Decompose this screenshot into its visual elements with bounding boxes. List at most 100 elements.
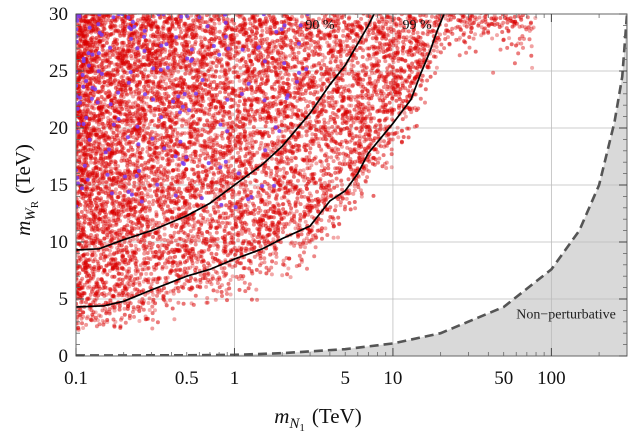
scatter-point [169, 235, 174, 240]
scatter-point [293, 226, 298, 231]
scatter-point [418, 96, 423, 101]
scatter-point [101, 125, 106, 130]
scatter-point [119, 5, 123, 9]
scatter-point [296, 171, 301, 176]
scatter-point [346, 88, 351, 93]
scatter-point [106, 5, 110, 9]
scatter-point [312, 254, 317, 259]
scatter-point [160, 25, 165, 30]
scatter-point [446, 35, 450, 40]
scatter-point [88, 7, 92, 11]
scatter-point [205, 273, 210, 277]
scatter-point [245, 187, 250, 192]
scatter-point [525, 15, 530, 20]
scatter-point [134, 34, 139, 39]
scatter-point [323, 109, 328, 114]
scatter-point [146, 175, 151, 179]
scatter-point [395, 46, 400, 51]
scatter-point [377, 109, 382, 114]
scatter-point [215, 281, 220, 286]
scatter-point [86, 258, 91, 263]
grid-lines [76, 14, 627, 356]
scatter-point [529, 53, 534, 58]
scatter-point [509, 9, 513, 13]
scatter-point [345, 44, 350, 49]
scatter-point [306, 56, 311, 61]
scatter-point [482, 6, 486, 10]
scatter-point [88, 221, 93, 226]
scatter-point [120, 147, 125, 152]
scatter-point [401, 24, 406, 29]
scatter-point [365, 57, 370, 62]
scatter-point [78, 312, 83, 317]
scatter-point [336, 215, 341, 220]
scatter-point [239, 231, 244, 236]
scatter-point [108, 298, 113, 303]
scatter-point [139, 4, 143, 8]
scatter-point [222, 90, 227, 95]
scatter-point [263, 16, 268, 21]
scatter-point [335, 5, 339, 9]
scatter-point [238, 9, 242, 13]
scatter-point [174, 272, 179, 277]
scatter-point [92, 14, 97, 17]
scatter-point [236, 209, 241, 214]
scatter-point [155, 30, 159, 35]
scatter-point [193, 242, 198, 247]
scatter-point [76, 10, 80, 14]
scatter-point [108, 24, 113, 29]
scatter-point [330, 124, 335, 129]
scatter-point [244, 78, 249, 83]
scatter-point [97, 322, 102, 327]
scatter-point [350, 8, 354, 12]
scatter-point [274, 254, 279, 259]
scatter-point [287, 202, 292, 207]
scatter-point [343, 8, 347, 12]
scatter-point [137, 309, 142, 313]
scatter-point [261, 235, 266, 240]
scatter-point [367, 76, 372, 81]
scatter-point [125, 9, 129, 13]
scatter-point [227, 9, 231, 13]
scatter-point [341, 28, 346, 33]
scatter-point [276, 62, 281, 67]
scatter-point [100, 53, 105, 58]
scatter-point [226, 281, 231, 286]
scatter-point [401, 28, 405, 33]
scatter-point [469, 30, 474, 34]
scatter-point [294, 184, 299, 189]
scatter-point [323, 137, 328, 142]
scatter-point [520, 7, 524, 11]
scatter-point [174, 110, 179, 115]
scatter-point [191, 113, 196, 118]
scatter-point [314, 120, 319, 125]
scatter-point [294, 163, 299, 168]
scatter-point [202, 276, 207, 281]
scatter-point [293, 41, 298, 46]
scatter-point [193, 5, 197, 9]
scatter-point [456, 37, 461, 42]
scatter-point [295, 196, 300, 201]
scatter-point [355, 4, 359, 8]
scatter-point [331, 19, 336, 24]
scatter-point [219, 69, 224, 74]
scatter-point [236, 103, 241, 108]
scatter-point [196, 50, 201, 55]
scatter-point [76, 321, 80, 326]
scatter-point [173, 59, 177, 64]
scatter-point [161, 294, 166, 298]
scatter-point [402, 25, 407, 30]
scatter-point [361, 48, 366, 53]
scatter-point [126, 181, 131, 186]
scatter-point [102, 258, 107, 263]
scatter-point [299, 77, 304, 82]
scatter-point [263, 124, 268, 129]
scatter-point [473, 49, 478, 54]
scatter-point [372, 89, 376, 94]
scatter-point [314, 70, 318, 75]
scatter-point [333, 170, 338, 175]
scatter-point [164, 81, 169, 86]
scatter-point [191, 226, 196, 231]
scatter-point [387, 5, 391, 9]
scatter-point [178, 267, 183, 272]
